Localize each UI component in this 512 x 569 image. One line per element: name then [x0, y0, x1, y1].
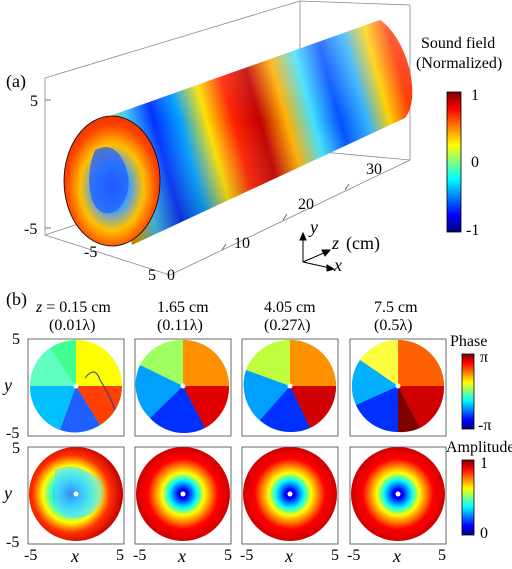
phase-disc-3 [243, 339, 337, 433]
phase-disc-1 [29, 340, 122, 433]
colorbar-a-tick-min: -1 [466, 222, 480, 239]
b-y-tick-bottom-row1: -5 [6, 425, 20, 442]
col4-lambda: (0.5λ) [374, 317, 413, 334]
colorbar-a-tick-mid: 0 [471, 154, 479, 171]
colorbar-a-tick-max: 1 [471, 87, 479, 104]
colorbar-a-title-line1: Sound field [421, 35, 496, 52]
b-x-tick-right-4: 5 [438, 547, 446, 564]
panel-b-label: (b) [6, 289, 27, 309]
amplitude-tick-min: 0 [480, 525, 488, 542]
b-y-tick-top-row1: 5 [12, 331, 20, 348]
b-x-tick-left-1: -5 [24, 547, 38, 564]
col1-lambda: (0.01λ) [49, 317, 96, 334]
colorbar-a-title-line2: (Normalized) [416, 55, 503, 72]
b-x-label-1: x [71, 546, 79, 566]
z-tick-30: 30 [366, 161, 382, 178]
panel-a-ticks [45, 99, 350, 251]
b-x-label-2: x [178, 546, 186, 566]
col3-z-heading: 4.05 cm [264, 299, 316, 316]
x-tick-left: -5 [84, 244, 98, 261]
z-tick-20: 20 [298, 196, 314, 213]
col1-z-heading: z = 0.15 cm [36, 299, 111, 316]
y-tick-bottom: -5 [24, 221, 38, 238]
sound-field-cylinder [107, 20, 413, 245]
phase-title: Phase [450, 333, 488, 350]
b-y-label-row1: y [4, 375, 12, 395]
col2-z-heading: 1.65 cm [157, 299, 209, 316]
b-x-tick-left-2: -5 [133, 547, 147, 564]
b-x-tick-right-1: 5 [116, 547, 124, 564]
triad-z-unit: (cm) [346, 233, 380, 253]
b-x-label-4: x [393, 546, 401, 566]
triad-x-label: x [334, 255, 342, 275]
phase-disc-4 [351, 339, 445, 433]
colorbar-amplitude [461, 459, 475, 536]
b-x-label-3: x [285, 546, 293, 566]
col3-lambda: (0.27λ) [264, 317, 311, 334]
phase-disc-2 [135, 339, 230, 434]
amplitude-tick-max: 1 [480, 455, 488, 472]
b-y-tick-bottom-row2: -5 [6, 534, 20, 551]
axis-triad [299, 231, 336, 272]
b-y-tick-top-row2: 5 [12, 440, 20, 457]
end-cap-pattern [89, 147, 129, 214]
panel-b-frames [27, 338, 447, 545]
z-tick-10: 10 [234, 235, 250, 252]
b-x-tick-left-4: -5 [347, 547, 361, 564]
b-y-label-row2: y [4, 483, 12, 503]
phase-tick-max: π [480, 349, 489, 366]
z-tick-0: 0 [167, 267, 175, 284]
amplitude-disc-3 [243, 447, 337, 541]
col2-lambda: (0.11λ) [157, 317, 203, 334]
amplitude-disc-1 [29, 447, 123, 541]
triad-z-label: z [332, 233, 340, 253]
phase-tick-min: -π [478, 417, 492, 434]
panel-a-label: (a) [6, 71, 26, 91]
amplitude-title: Amplitude [446, 439, 512, 456]
col4-z-heading: 7.5 cm [374, 299, 418, 316]
b-x-tick-right-2: 5 [224, 547, 232, 564]
amplitude-disc-4 [351, 447, 445, 541]
triad-y-label: y [310, 217, 318, 237]
y-tick-top: 5 [30, 93, 38, 110]
b-x-tick-right-3: 5 [331, 547, 339, 564]
colorbar-phase [461, 353, 475, 430]
colorbar-a [446, 91, 462, 233]
b-x-tick-left-3: -5 [240, 547, 254, 564]
x-tick-right: 5 [148, 267, 156, 284]
amplitude-disc-2 [136, 447, 230, 541]
